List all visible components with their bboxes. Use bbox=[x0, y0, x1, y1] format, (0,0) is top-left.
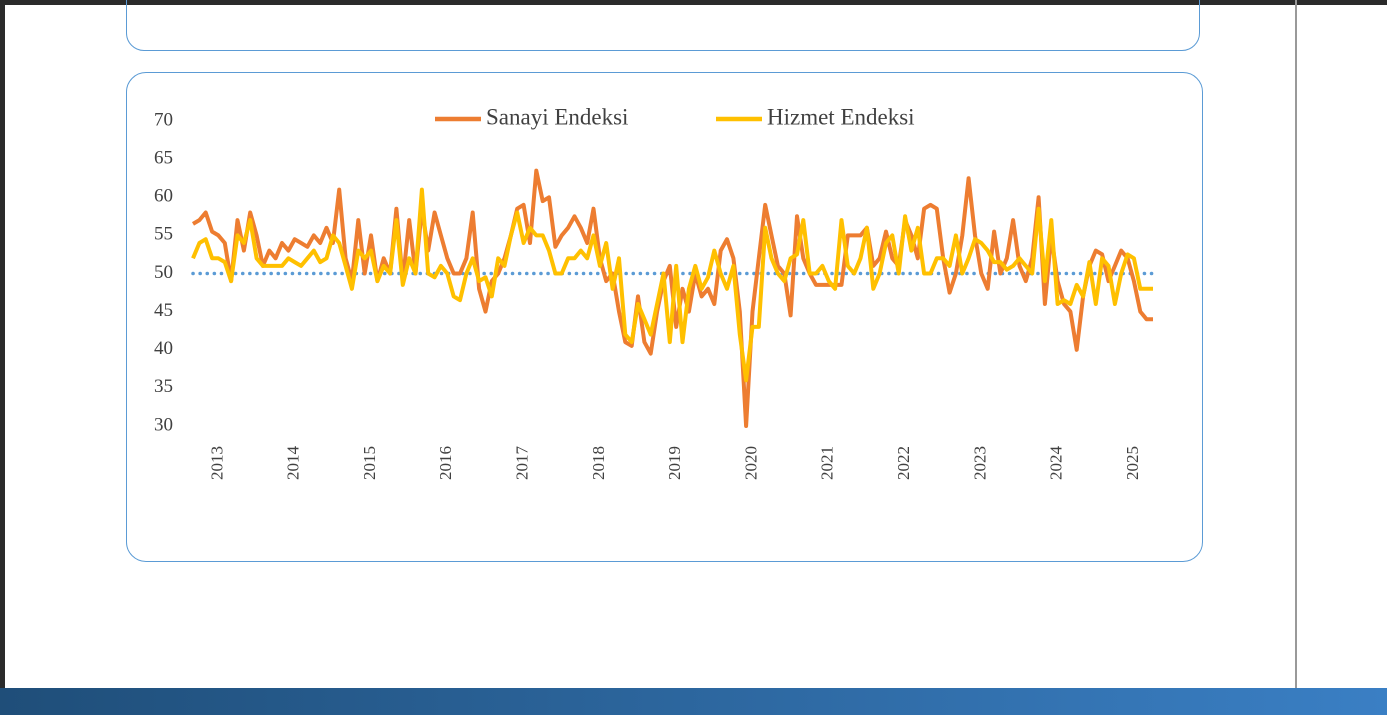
x-tick-label: 2015 bbox=[360, 446, 379, 480]
y-tick-label: 30 bbox=[154, 414, 173, 435]
y-tick-label: 40 bbox=[154, 338, 173, 359]
left-bar bbox=[0, 0, 5, 690]
x-tick-label: 2018 bbox=[589, 446, 608, 480]
legend-label: Hizmet Endeksi bbox=[767, 104, 915, 129]
x-tick-label: 2021 bbox=[818, 446, 837, 480]
chart: 30 35 40 45 50 55 60 65 70 2013 2014 2015 2016 2017 20… bbox=[154, 104, 1155, 481]
x-tick-label: 2016 bbox=[436, 446, 455, 480]
card-chart bbox=[126, 72, 1203, 562]
y-tick-label: 35 bbox=[154, 376, 173, 397]
x-tick-label: 2013 bbox=[207, 446, 226, 480]
y-tick-label: 65 bbox=[154, 147, 173, 168]
x-tick-label: 2024 bbox=[1047, 446, 1066, 481]
series-line bbox=[191, 187, 1153, 383]
y-tick-label: 50 bbox=[154, 262, 173, 283]
x-tick-label: 2023 bbox=[970, 446, 989, 480]
y-tick-label: 55 bbox=[154, 224, 173, 245]
x-tick-label: 2019 bbox=[665, 446, 684, 480]
y-tick-label: 45 bbox=[154, 300, 173, 321]
y-tick-label: 70 bbox=[154, 109, 173, 130]
x-tick-label: 2017 bbox=[513, 446, 532, 481]
y-tick-label: 60 bbox=[154, 186, 173, 207]
right-divider bbox=[1295, 0, 1297, 690]
x-tick-label: 2014 bbox=[284, 446, 303, 481]
x-tick-label: 2025 bbox=[1123, 446, 1142, 480]
card-previous bbox=[126, 0, 1200, 51]
x-tick-label: 2020 bbox=[741, 446, 760, 480]
bottom-bar bbox=[0, 688, 1387, 715]
x-tick-label: 2022 bbox=[894, 446, 913, 480]
legend-label: Sanayi Endeksi bbox=[486, 104, 628, 129]
top-bar bbox=[0, 0, 1387, 5]
